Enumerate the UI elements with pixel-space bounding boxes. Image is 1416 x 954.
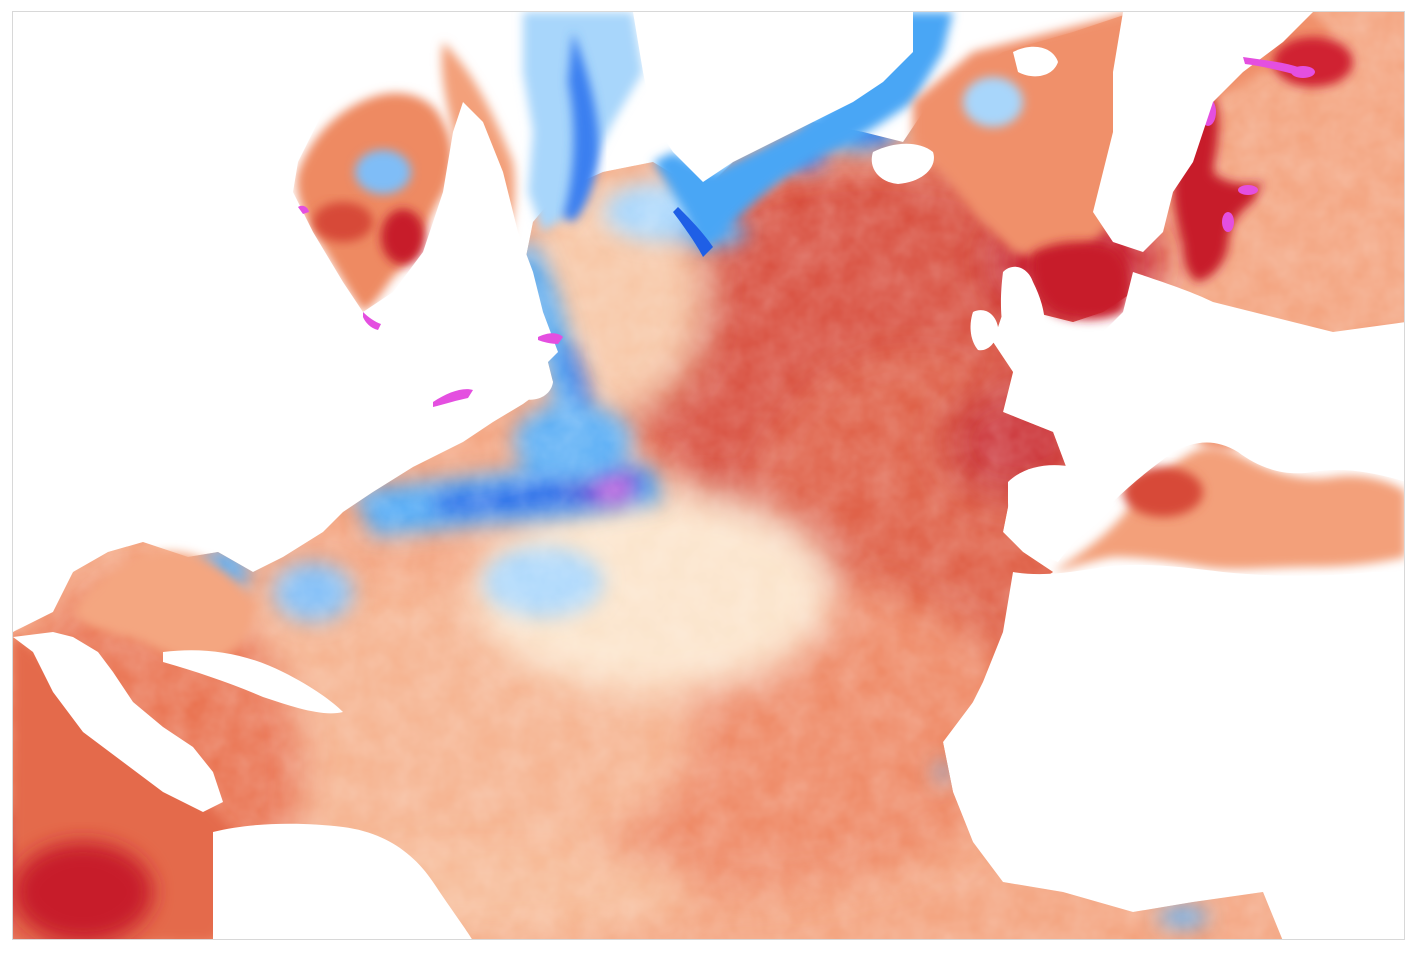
extreme-anomaly-markers: [298, 57, 1298, 407]
british-isles-land: [1000, 266, 1045, 358]
sst-anomaly-map: [13, 12, 1404, 939]
africa-land: [958, 564, 1404, 939]
north-america-land: [13, 12, 558, 632]
central-america-land: [13, 632, 223, 812]
iceland-land: [871, 143, 934, 184]
svalbard-land: [1013, 46, 1058, 77]
ireland-land: [970, 310, 998, 351]
europe-land: [1008, 272, 1404, 562]
iberia-land: [1008, 465, 1093, 554]
south-america-land: [213, 823, 472, 939]
hudson-bay-region: [296, 93, 453, 312]
scandinavia-land: [1093, 12, 1313, 252]
newfoundland-land: [513, 366, 553, 400]
land-layer: [13, 12, 1404, 939]
north-sea-region: [1031, 241, 1130, 320]
gulf-of-mexico-region: [73, 551, 254, 663]
caribbean-islands-land: [163, 650, 343, 714]
map-frame: [12, 11, 1405, 940]
greenland-land: [633, 12, 913, 182]
